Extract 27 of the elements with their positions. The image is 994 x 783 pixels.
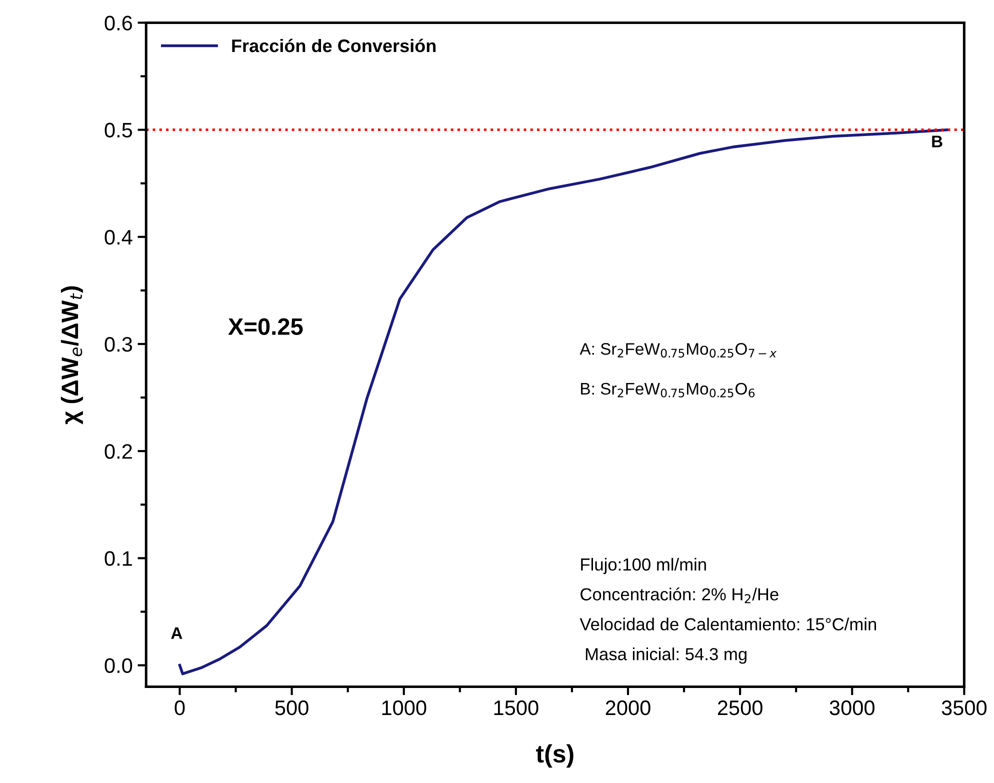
y-tick-label: 0.3 bbox=[104, 336, 132, 352]
x-axis-title: t(s) bbox=[536, 744, 574, 768]
y-tick-label: 0.6 bbox=[104, 16, 132, 30]
legend-label: Fracción de Conversión bbox=[232, 38, 436, 52]
y-tick-label: 0.4 bbox=[104, 230, 132, 245]
annotation: Masa inicial: 54.3 mg bbox=[586, 648, 746, 664]
annotation: B bbox=[932, 136, 942, 148]
annotation: Flujo:100 ml/min bbox=[581, 558, 706, 574]
annotation: A: Sr$_{2}$FeW$_{0.75}$Mo$_{0.25}$O$_{7−x}$ bbox=[580, 343, 777, 358]
x-tick-label: 1000 bbox=[382, 700, 426, 716]
x-tick-label: 2500 bbox=[718, 700, 762, 716]
annotation: A bbox=[171, 627, 182, 639]
x-tick-label: 1500 bbox=[494, 700, 538, 716]
y-axis-title: χ (ΔW$_{e}$/ΔW$_{t}$) bbox=[60, 286, 83, 424]
x-tick-label: 2000 bbox=[606, 700, 650, 716]
annotation: X=0.25 bbox=[228, 318, 303, 336]
annotation: Concentración: 2% H$_{2}$/He bbox=[580, 588, 778, 604]
x-tick-label: 500 bbox=[275, 700, 308, 716]
annotation: Velocidad de Calentamiento: 15°C/min bbox=[580, 618, 876, 630]
annotation: B: Sr$_{2}$FeW$_{0.75}$Mo$_{0.25}$O$_{6}$ bbox=[581, 382, 755, 398]
x-tick-label: 0 bbox=[174, 700, 185, 716]
x-tick-label: 3500 bbox=[942, 700, 987, 716]
y-tick-label: 0.5 bbox=[104, 122, 132, 138]
x-tick-label: 3000 bbox=[830, 700, 874, 716]
y-tick-label: 0.1 bbox=[104, 551, 132, 566]
y-tick-label: 0.0 bbox=[104, 658, 132, 674]
y-tick-label: 0.2 bbox=[104, 444, 132, 459]
